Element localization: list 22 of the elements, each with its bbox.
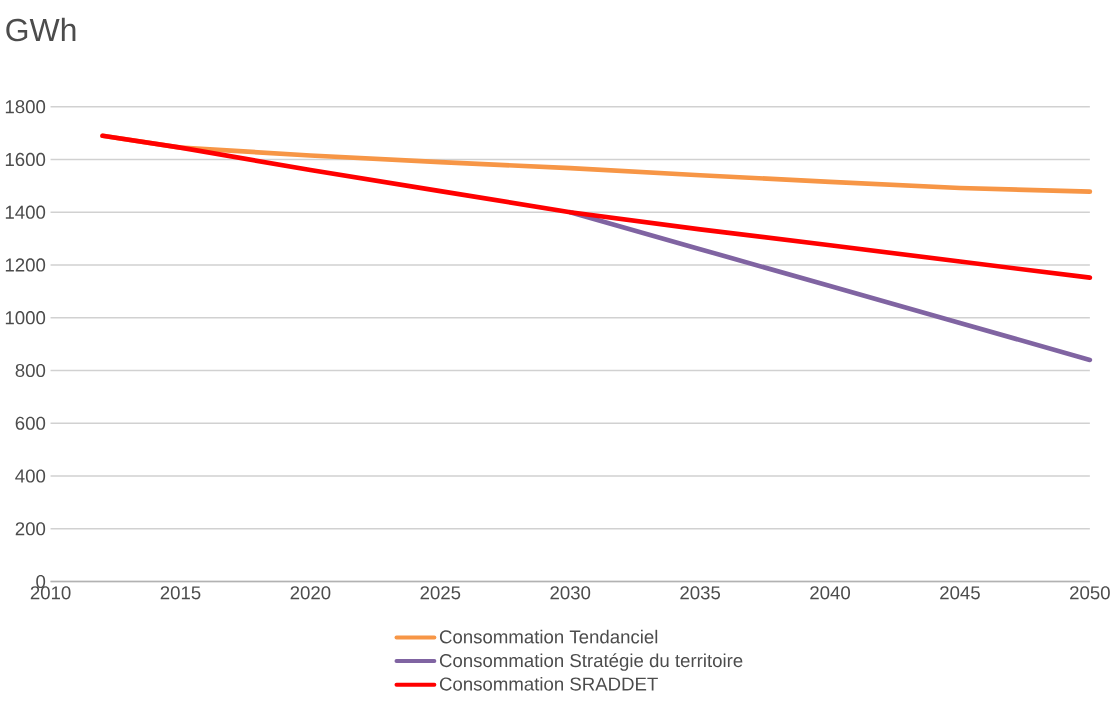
y-tick-label: 1200 bbox=[5, 258, 46, 272]
y-axis-title: GWh bbox=[6, 17, 76, 42]
y-tick-label: 200 bbox=[15, 522, 46, 536]
y-tick-label: 600 bbox=[15, 416, 46, 430]
legend-label: Consommation SRADDET bbox=[439, 676, 658, 691]
x-tick-label: 2030 bbox=[550, 586, 591, 600]
x-tick-label: 2015 bbox=[160, 586, 201, 600]
y-tick-label: 1800 bbox=[5, 100, 46, 114]
x-tick-label: 2050 bbox=[1070, 586, 1110, 600]
legend-label: Consommation Tendanciel bbox=[439, 629, 658, 644]
line-series bbox=[100, 133, 1093, 280]
legend-label: Consommation Stratégie du territoire bbox=[439, 653, 743, 671]
x-tick-label: 2020 bbox=[290, 586, 331, 600]
y-tick-label: 400 bbox=[15, 469, 46, 483]
x-tick-label: 2035 bbox=[680, 586, 721, 600]
y-tick-label: 800 bbox=[15, 363, 46, 378]
y-tick-label: 1400 bbox=[5, 205, 46, 219]
y-tick-label: 1000 bbox=[5, 311, 46, 325]
x-tick-label: 2025 bbox=[420, 586, 461, 600]
x-tick-label: 2040 bbox=[810, 586, 851, 600]
x-tick-label: 2045 bbox=[940, 586, 980, 600]
y-tick-label: 1600 bbox=[5, 152, 46, 167]
